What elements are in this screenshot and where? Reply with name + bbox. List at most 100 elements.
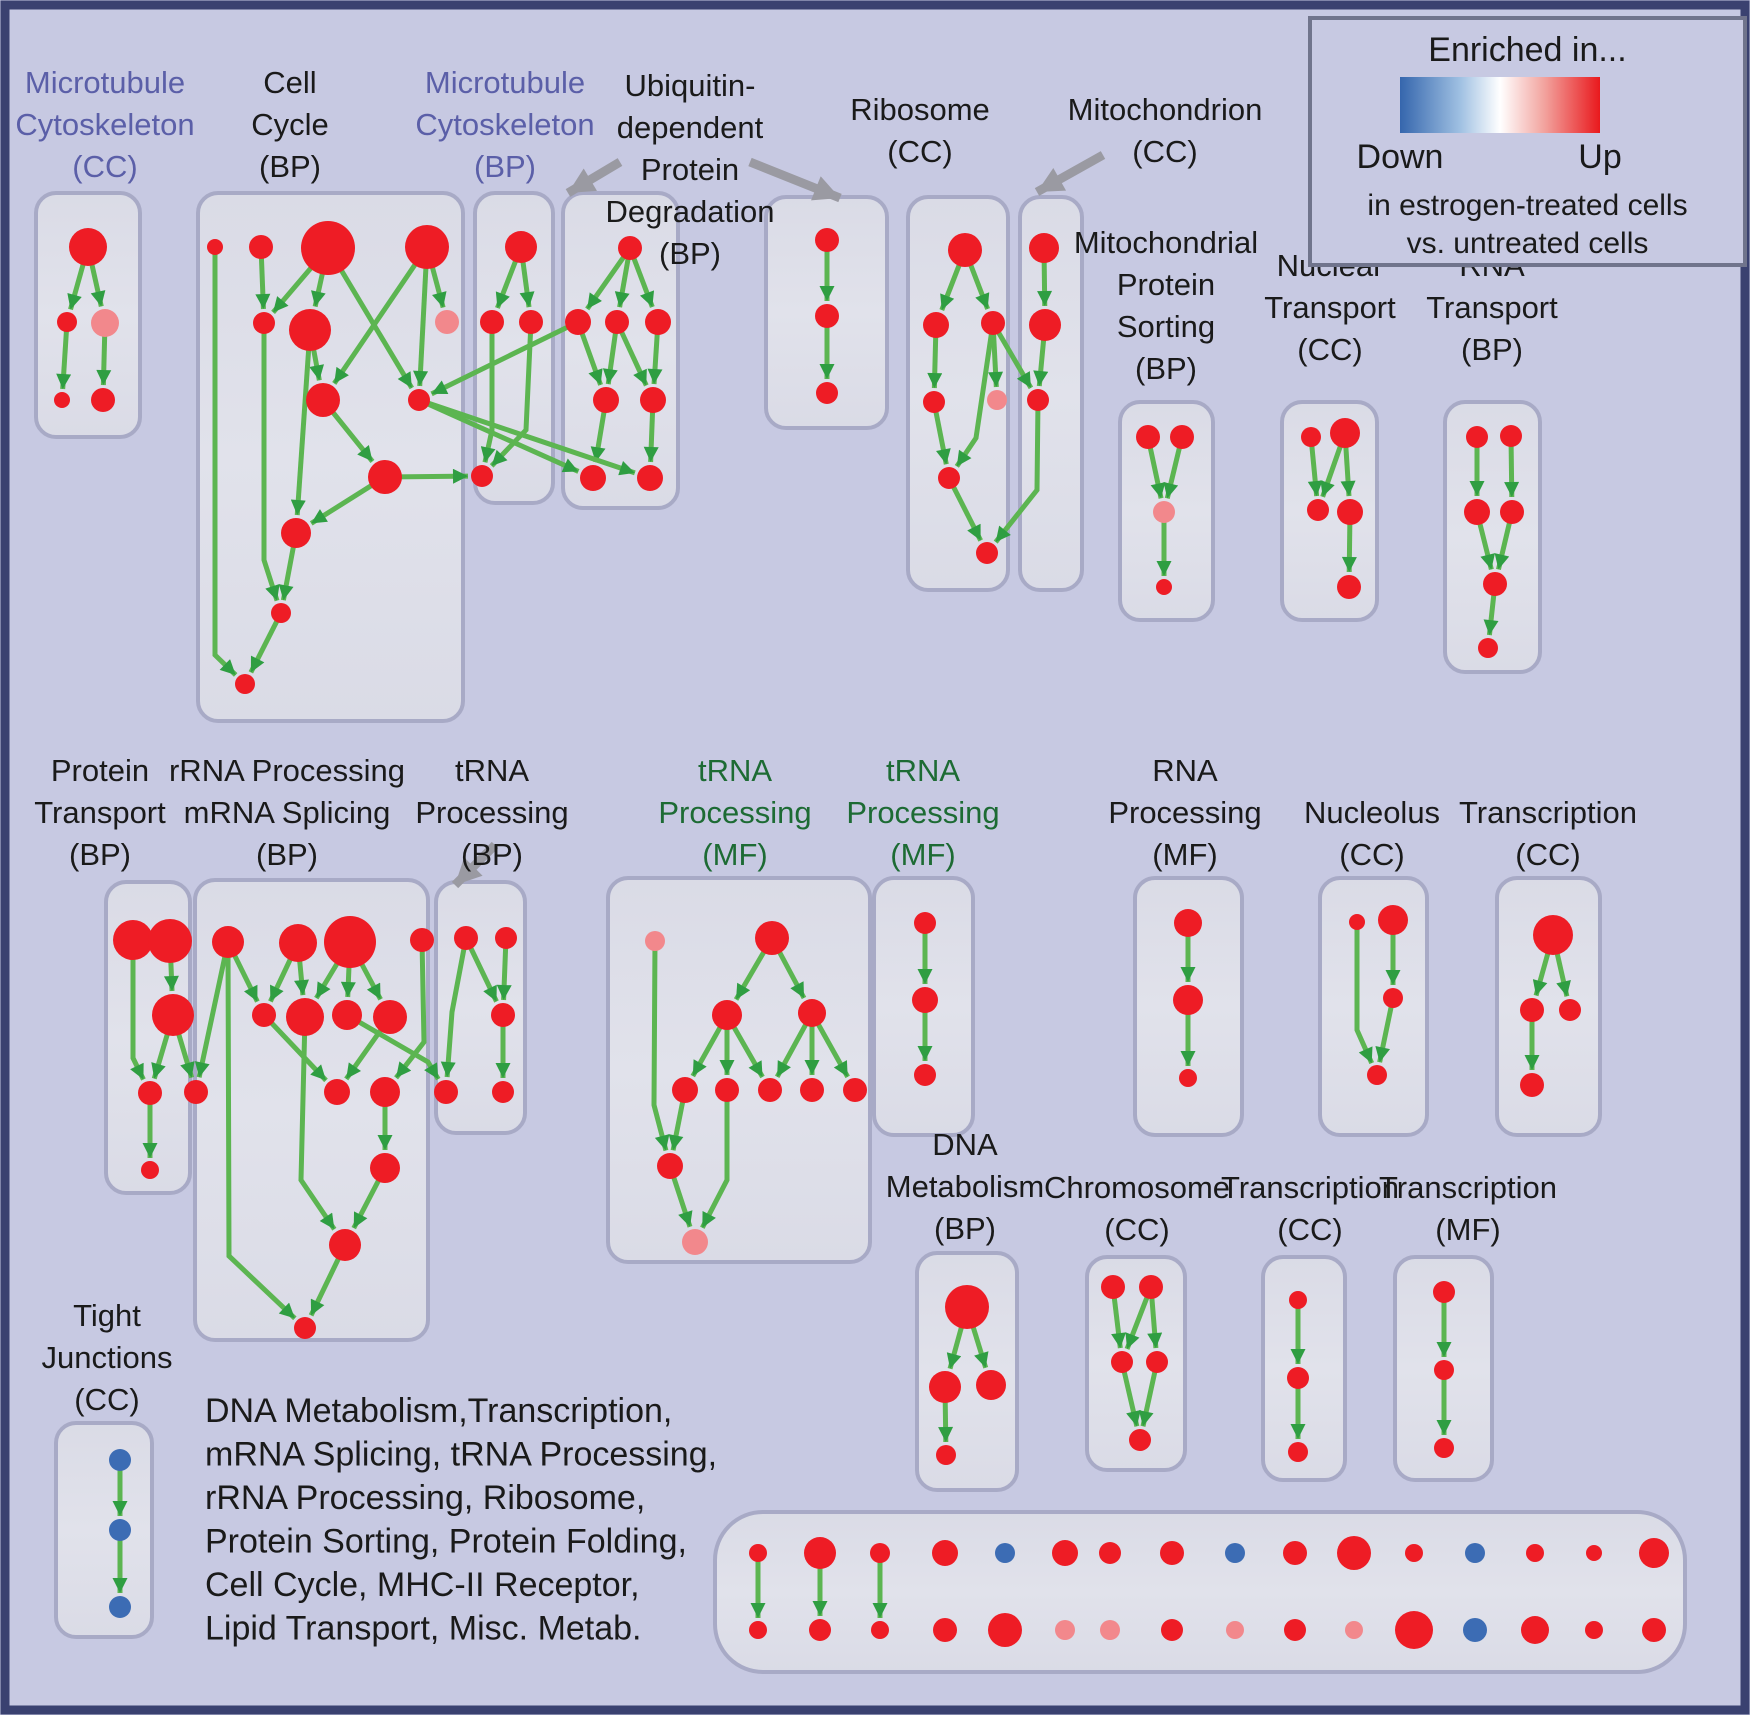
edge-cell-cycle-0 [212, 247, 238, 677]
go-term-node-rrna-mrna-0 [212, 926, 244, 958]
label-pointer-arrow-2 [1034, 151, 1106, 196]
go-term-node-bottom-top-7 [1160, 1541, 1184, 1565]
go-term-node-rrna-mrna-13 [294, 1317, 316, 1339]
edge-ribosome-6 [946, 476, 983, 542]
go-term-node-rrna-mrna-1 [279, 924, 317, 962]
go-term-node-ribosome-3 [923, 391, 945, 413]
go-term-node-ubiquitin-7 [637, 465, 663, 491]
legend-subtitle-2: vs. untreated cells [1407, 227, 1649, 260]
edge-microtubule-bp-3 [489, 321, 534, 468]
go-term-node-protein-transport-3 [138, 1081, 162, 1105]
cluster-label-microtubule-bp: Microtubule Cytoskeleton (BP) [415, 65, 594, 184]
edge-ubiquitin-0 [585, 246, 633, 311]
go-term-node-transcription-cc-mid-2 [1559, 999, 1581, 1021]
cluster-label-line: (CC) [74, 1382, 139, 1417]
legend-subtitle-1: in estrogen-treated cells [1367, 189, 1687, 222]
go-term-node-rrna-mrna-11 [370, 1153, 400, 1183]
cluster-box-ubiquitin [561, 191, 680, 510]
go-term-node-cell-cycle-2 [301, 221, 355, 275]
go-term-node-trna-mf-1-1 [755, 921, 789, 955]
go-term-node-chromosome-4 [1129, 1429, 1151, 1451]
cluster-label-line: Chromosome [1044, 1170, 1230, 1205]
edge-nucleolus-2 [1375, 997, 1396, 1063]
legend-down-label: Down [1357, 138, 1444, 176]
cluster-label-line: (MF) [702, 837, 767, 872]
cluster-label-line: Transport [34, 795, 166, 830]
cluster-label-line: Microtubule [25, 65, 185, 100]
cluster-label-line: RNA [1152, 753, 1218, 788]
go-term-node-bottom-bot-7 [1161, 1619, 1183, 1641]
cluster-label-line: (MF) [1152, 837, 1217, 872]
go-term-node-rna-processing-mf-1 [1173, 985, 1203, 1015]
cluster-label-trna-mf-2: tRNA Processing (MF) [846, 753, 999, 872]
cluster-label-rrna-mrna: rRNA Processing mRNA Splicing (BP) [169, 753, 405, 872]
go-term-node-ribosome-5 [938, 467, 960, 489]
cluster-label-line: (CC) [1132, 134, 1197, 169]
cluster-label-line: (BP) [461, 837, 523, 872]
go-term-node-mito-protein-sorting-3 [1156, 579, 1172, 595]
go-term-node-rrna-mrna-10 [370, 1077, 400, 1107]
cluster-label-transcription-cc-mid: Transcription (CC) [1459, 795, 1637, 872]
go-term-node-transcription-mf-2 [1434, 1438, 1454, 1458]
go-term-node-rna-transport-5 [1478, 638, 1498, 658]
cluster-label-line: Processing [1108, 795, 1261, 830]
go-term-node-trna-mf-2-2 [914, 1064, 936, 1086]
go-term-node-protein-degradation-0 [815, 228, 839, 252]
edge-cell-cycle-4 [325, 246, 414, 390]
edge-chromosome-3 [1119, 1361, 1141, 1427]
cluster-label-line: (BP) [474, 149, 536, 184]
go-term-node-bottom-bot-3 [933, 1618, 957, 1642]
go-term-node-bottom-bot-10 [1345, 1621, 1363, 1639]
cluster-label-line: tRNA [886, 753, 960, 788]
edge-cell-cycle-10 [261, 323, 280, 602]
cluster-label-line: Sorting [1117, 309, 1215, 344]
cluster-label-line: tRNA [455, 753, 529, 788]
go-term-node-transcription-cc-bot-2 [1288, 1442, 1308, 1462]
edge-ribosome-4 [954, 322, 996, 468]
cluster-label-line: Protein [641, 152, 739, 187]
go-term-node-bottom-bot-2 [871, 1621, 889, 1639]
go-term-node-bottom-top-0 [749, 1544, 767, 1562]
go-term-node-dna-metabolism-1 [929, 1371, 961, 1403]
go-term-node-rrna-mrna-9 [324, 1079, 350, 1105]
edge-trna-mf-1-8 [651, 940, 670, 1152]
go-term-node-protein-degradation-1 [815, 304, 839, 328]
go-term-node-tight-junctions-0 [109, 1449, 131, 1471]
go-term-node-tight-junctions-1 [109, 1519, 131, 1541]
go-term-node-microtubule-cc-0 [69, 228, 107, 266]
go-term-node-bottom-top-11 [1405, 1544, 1423, 1562]
cluster-label-line: Transcription [1379, 1170, 1557, 1205]
cluster-label-transcription-cc-bot: Transcription (CC) [1221, 1170, 1399, 1247]
go-term-node-cell-cycle-1 [249, 235, 273, 259]
cluster-label-line: (BP) [934, 1211, 996, 1246]
go-term-node-nuclear-transport-4 [1337, 575, 1361, 599]
go-term-node-nuclear-transport-2 [1307, 499, 1329, 521]
cluster-label-line: (BP) [1461, 332, 1523, 367]
cluster-label-line: Microtubule [425, 65, 585, 100]
misc-categories-line: mRNA Splicing, tRNA Processing, [205, 1435, 717, 1473]
go-term-node-rna-transport-4 [1483, 572, 1507, 596]
go-term-node-cell-cycle-3 [405, 225, 449, 269]
go-term-node-bottom-bot-13 [1521, 1616, 1549, 1644]
go-term-node-ubiquitin-2 [605, 310, 629, 334]
cluster-label-mitochondrion: Mitochondrion (CC) [1068, 92, 1263, 169]
cluster-box-transcription-cc-bot [1261, 1255, 1347, 1482]
go-term-node-bottom-top-14 [1586, 1545, 1602, 1561]
cluster-label-dna-metabolism: DNA Metabolism (BP) [886, 1127, 1045, 1246]
cluster-label-line: Cycle [251, 107, 329, 142]
go-term-node-ribosome-1 [923, 312, 949, 338]
go-term-node-ubiquitin-3 [645, 309, 671, 335]
cluster-label-microtubule-cc: Microtubule Cytoskeleton (CC) [15, 65, 194, 184]
go-term-node-rrna-mrna-7 [373, 1000, 407, 1034]
go-term-node-trna-mf-1-10 [682, 1229, 708, 1255]
go-term-node-cell-cycle-9 [368, 460, 402, 494]
go-term-node-mito-protein-sorting-1 [1170, 425, 1194, 449]
go-term-node-nucleolus-0 [1349, 914, 1365, 930]
go-term-node-trna-bp-2 [491, 1003, 515, 1027]
go-term-node-rna-processing-mf-0 [1174, 909, 1202, 937]
cluster-label-line: Transport [1426, 290, 1558, 325]
go-term-node-trna-mf-1-4 [672, 1077, 698, 1103]
go-term-node-trna-bp-0 [454, 926, 478, 950]
go-term-node-ribosome-6 [976, 542, 998, 564]
cross-edge-4 [990, 321, 1034, 390]
